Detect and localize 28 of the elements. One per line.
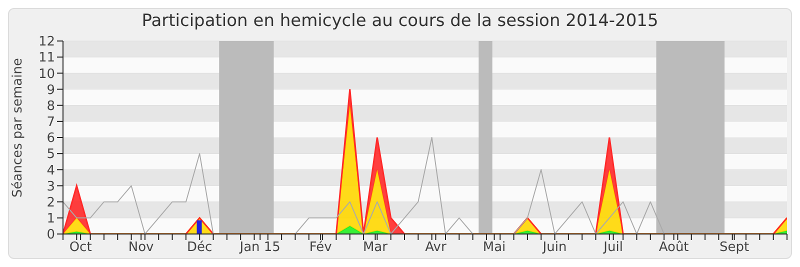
y-tick-label: 5 — [46, 147, 55, 162]
y-tick-label: 8 — [46, 98, 55, 114]
x-tick-label: Mai — [482, 240, 506, 256]
chart-title: Participation en hemicycle au cours de la session 2014-2015 — [140, 10, 660, 31]
x-tick-label: Déc — [187, 240, 212, 256]
x-tick-label: Jan 15 — [238, 240, 280, 256]
line-series — [63, 137, 665, 234]
y-axis-title: Séances par semaine — [10, 58, 26, 198]
x-tick-label: Avr — [425, 240, 447, 256]
y-tick-label: 12 — [38, 34, 55, 50]
y-tick-label: 10 — [38, 66, 55, 82]
x-tick-label: Sept — [720, 240, 750, 256]
y-tick-label: 11 — [38, 50, 55, 66]
y-tick-label: 9 — [46, 82, 55, 98]
x-tick-label: Fév — [309, 240, 332, 256]
y-tick-label: 4 — [46, 163, 55, 178]
x-tick-label: Mar — [362, 240, 388, 256]
x-tick-label: Nov — [128, 240, 154, 256]
y-tick-label: 0 — [46, 228, 55, 243]
x-tick-label: Juin — [542, 240, 567, 256]
y-tick-label: 2 — [46, 195, 55, 210]
y-tick-label: 3 — [46, 179, 55, 194]
y-tick-label: 1 — [46, 212, 55, 227]
x-tick-label: Août — [658, 240, 689, 256]
x-tick-label: Juil — [602, 240, 623, 256]
y-tick-label: 7 — [46, 115, 55, 130]
x-tick-label: Oct — [69, 240, 92, 256]
y-tick-label: 6 — [46, 131, 55, 146]
